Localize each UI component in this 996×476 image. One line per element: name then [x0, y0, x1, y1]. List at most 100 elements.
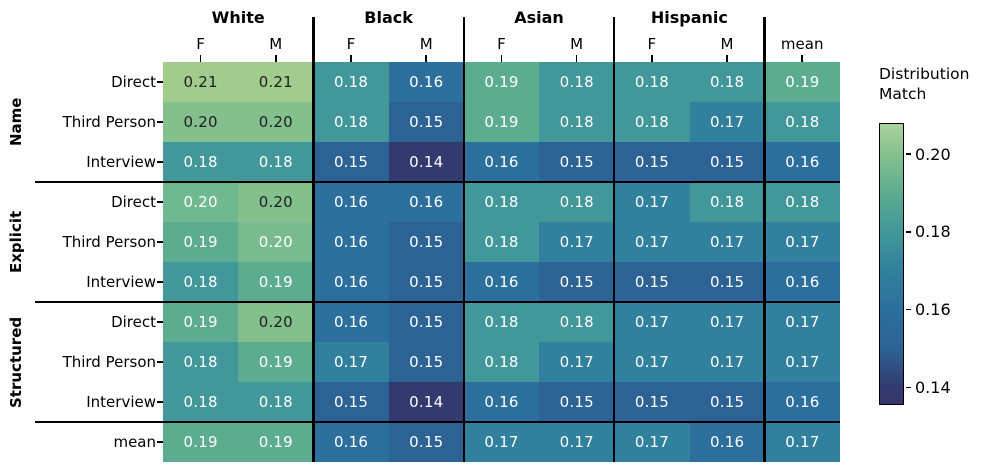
- colorbar-tick-mark: [906, 386, 911, 389]
- row-label: Direct: [111, 73, 156, 91]
- row-tick-mark: [157, 201, 163, 203]
- row-tick-mark: [157, 361, 163, 363]
- heatmap-cell: 0.15: [388, 102, 464, 142]
- heatmap-cell: 0.18: [238, 382, 314, 422]
- vertical-group-separator: [612, 17, 616, 462]
- row-tick-mark: [157, 321, 163, 323]
- row-tick-mark: [157, 161, 163, 163]
- heatmap-cell: 0.20: [163, 102, 239, 142]
- heatmap-cell: 0.21: [238, 62, 314, 102]
- heatmap-cell: 0.17: [689, 222, 765, 262]
- heatmap-cell: 0.18: [539, 62, 615, 102]
- column-tick-mark: [575, 55, 578, 62]
- colorbar-tick-label: 0.18: [915, 222, 951, 242]
- colorbar-tick-label: 0.14: [915, 377, 951, 397]
- heatmap-cell: 0.18: [614, 62, 690, 102]
- column-sub-label: M: [419, 35, 433, 53]
- heatmap-cell: 0.17: [614, 342, 690, 382]
- row-tick-mark: [157, 81, 163, 83]
- heatmap-cell: 0.16: [313, 222, 389, 262]
- heatmap-cell: 0.17: [689, 302, 765, 342]
- colorbar-gradient: [879, 123, 904, 405]
- heatmap-cell: 0.17: [539, 422, 615, 462]
- heatmap-cell: 0.15: [313, 382, 389, 422]
- horizontal-group-separator: [35, 180, 840, 184]
- colorbar-tick-mark: [906, 153, 911, 155]
- column-group-label: Hispanic: [650, 7, 728, 27]
- heatmap-cell: 0.14: [388, 382, 464, 422]
- heatmap-cell: 0.18: [463, 182, 540, 222]
- heatmap-cell: 0.15: [539, 262, 615, 302]
- colorbar-title-line2: Match: [879, 85, 927, 103]
- heatmap-cell: 0.20: [238, 102, 314, 142]
- heatmap-cell: 0.16: [313, 422, 389, 462]
- colorbar-tick-mark: [906, 231, 911, 233]
- heatmap-cell: 0.18: [689, 182, 765, 222]
- horizontal-group-separator: [35, 300, 840, 304]
- heatmap-cell: 0.19: [163, 222, 239, 262]
- heatmap-cell: 0.19: [463, 62, 540, 102]
- heatmap-cell: 0.18: [539, 302, 615, 342]
- heatmap-cell: 0.19: [463, 102, 540, 142]
- heatmap-grid: 0.21 0.21 0.18 0.16 0.19 0.18 0.18 0.18 0.19 0.20…: [163, 62, 840, 462]
- heatmap-cell: 0.18: [689, 62, 765, 102]
- row-label: mean: [113, 433, 156, 451]
- column-tick-mark: [350, 55, 352, 62]
- heatmap-cell: 0.17: [539, 222, 615, 262]
- column-sub-label: F: [196, 35, 205, 53]
- heatmap-cell: 0.18: [313, 62, 389, 102]
- row-label: Direct: [111, 193, 156, 211]
- colorbar-title-line1: Distribution: [879, 65, 970, 83]
- column-sub-label: F: [647, 35, 657, 53]
- heatmap-cell: 0.16: [313, 262, 389, 302]
- column-group-label: Black: [364, 7, 413, 27]
- heatmap-cell: 0.15: [614, 142, 690, 182]
- column-tick-mark: [199, 55, 202, 62]
- vertical-group-separator: [312, 17, 315, 462]
- row-tick-mark: [157, 281, 163, 283]
- heatmap-cell: 0.15: [614, 382, 690, 422]
- row-label: Third Person: [62, 233, 156, 251]
- heatmap-cell: 0.20: [238, 182, 314, 222]
- row-tick-mark: [157, 401, 163, 403]
- column-tick-mark: [500, 55, 503, 62]
- heatmap-cell: 0.16: [313, 302, 389, 342]
- heatmap-cell: 0.17: [764, 342, 840, 382]
- column-tick-mark: [275, 55, 277, 62]
- heatmap-cell: 0.17: [689, 342, 765, 382]
- heatmap-cell: 0.17: [764, 422, 840, 462]
- heatmap-cell: 0.15: [689, 262, 765, 302]
- heatmap-cell: 0.15: [388, 262, 464, 302]
- heatmap-cell: 0.17: [463, 422, 540, 462]
- row-label: Third Person: [62, 353, 156, 371]
- heatmap-cell: 0.16: [764, 262, 840, 302]
- row-label: Interview: [86, 273, 156, 291]
- heatmap-cell: 0.16: [764, 142, 840, 182]
- vertical-group-separator: [462, 17, 466, 462]
- colorbar-tick-label: 0.20: [915, 144, 951, 164]
- column-tick-mark: [425, 55, 427, 62]
- heatmap-cell: 0.15: [388, 342, 464, 382]
- heatmap-cell: 0.15: [689, 142, 765, 182]
- heatmap-cell: 0.18: [539, 182, 615, 222]
- heatmap-cell: 0.16: [463, 142, 540, 182]
- heatmap-cell: 0.18: [313, 102, 389, 142]
- heatmap-cell: 0.18: [163, 342, 239, 382]
- column-sub-label: M: [570, 35, 584, 53]
- heatmap-cell: 0.16: [388, 62, 464, 102]
- heatmap-cell: 0.16: [463, 382, 540, 422]
- heatmap-cell: 0.18: [238, 142, 314, 182]
- heatmap-cell: 0.15: [388, 422, 464, 462]
- heatmap-cell: 0.20: [238, 222, 314, 262]
- column-group-label: White: [211, 7, 265, 27]
- column-tick-mark: [651, 55, 653, 62]
- horizontal-group-separator: [35, 420, 840, 424]
- heatmap-cell: 0.16: [463, 262, 540, 302]
- heatmap-cell: 0.21: [163, 62, 239, 102]
- colorbar-tick-mark: [906, 308, 911, 311]
- row-tick-mark: [157, 441, 163, 443]
- heatmap-cell: 0.19: [238, 342, 314, 382]
- column-sub-label: mean: [780, 35, 824, 53]
- column-tick-mark: [801, 55, 803, 62]
- heatmap-cell: 0.18: [163, 142, 239, 182]
